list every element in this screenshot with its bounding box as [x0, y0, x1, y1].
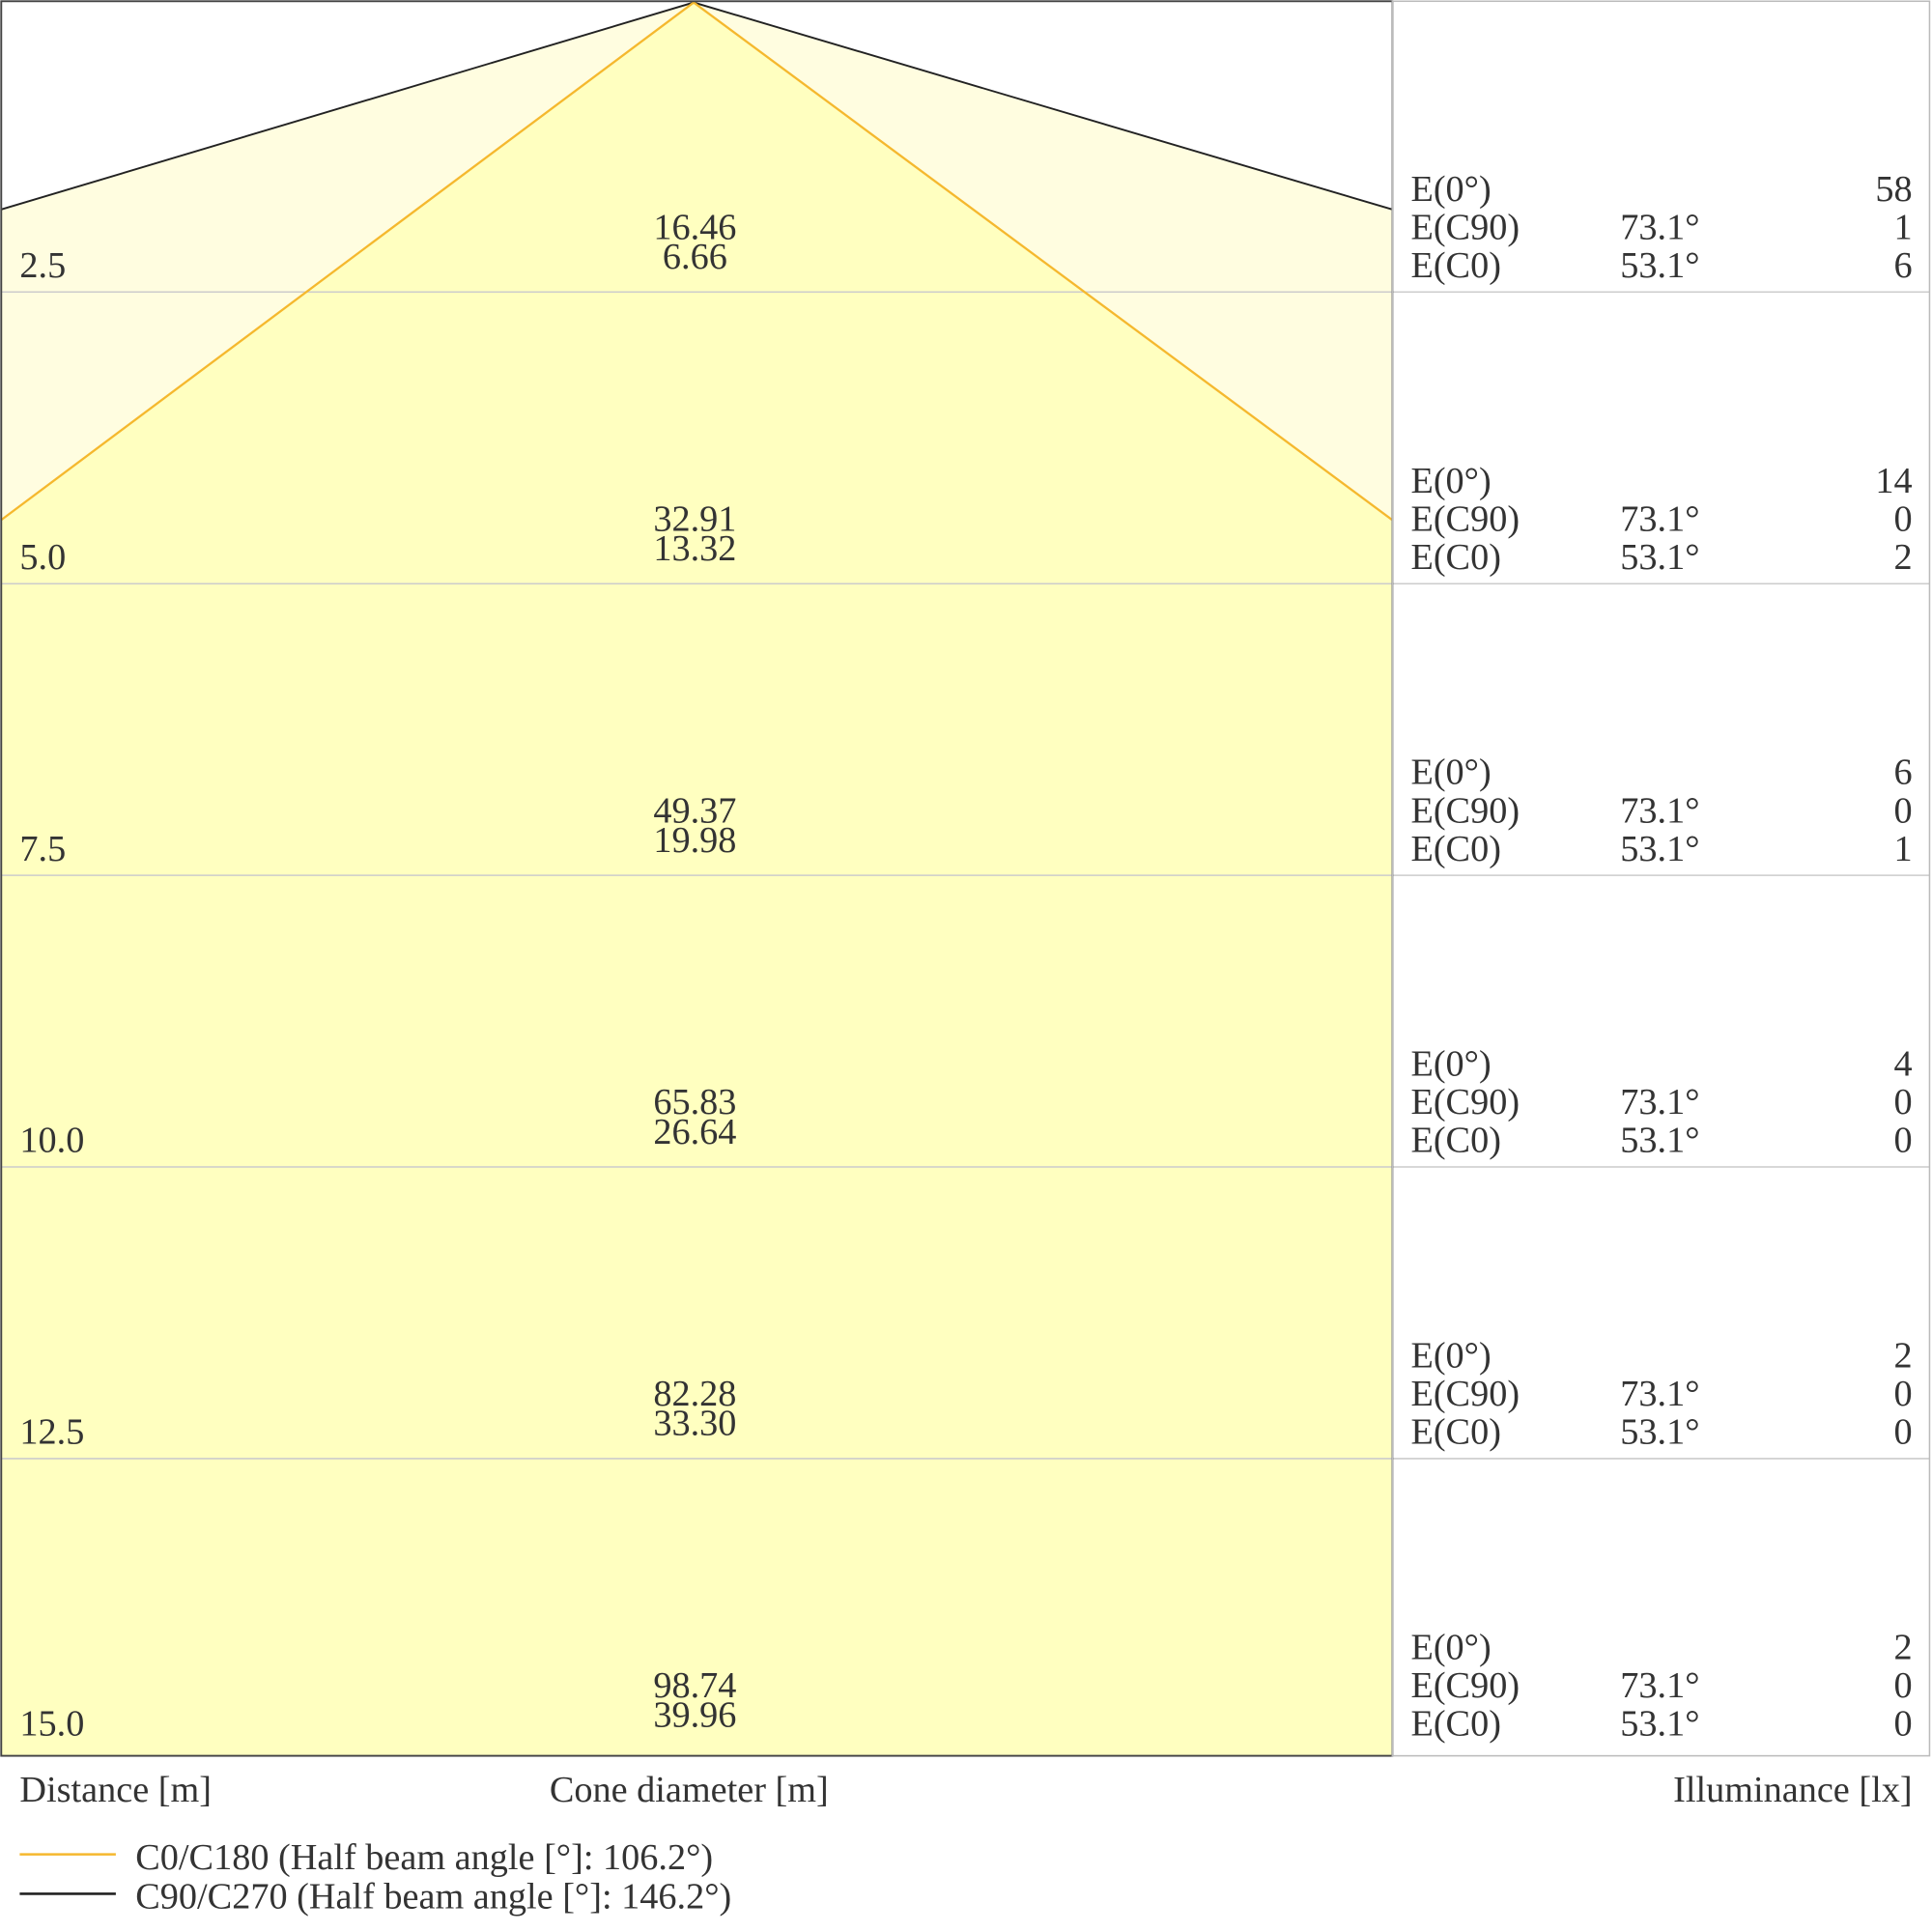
illuminance-e0: 2	[1893, 1627, 1912, 1667]
illuminance-c0: 6	[1893, 245, 1912, 286]
label-c0: E(C0)	[1410, 1412, 1500, 1453]
label-e0: E(0°)	[1410, 461, 1491, 501]
illuminance-c90: 0	[1893, 1665, 1912, 1706]
illuminance-c90: 1	[1893, 207, 1912, 247]
angle-c0: 53.1°	[1620, 1412, 1699, 1453]
rows: 2.516.466.66E(0°)E(C90)E(C0)73.1°53.1°58…	[19, 169, 1912, 1745]
illuminance-e0: 58	[1875, 169, 1912, 210]
cone-diameter-c0: 6.66	[663, 237, 727, 277]
angle-c90: 73.1°	[1620, 790, 1699, 831]
distance: 7.5	[19, 829, 66, 869]
label-c90: E(C90)	[1410, 207, 1520, 247]
label-c0: E(C0)	[1410, 1121, 1500, 1161]
cone-diameter-c0: 13.32	[653, 528, 736, 569]
cone-diameter-c0: 26.64	[653, 1112, 736, 1152]
cone-diameter-c90: 82.28	[653, 1374, 736, 1414]
illuminance-c0: 2	[1893, 537, 1912, 578]
distance: 12.5	[19, 1412, 84, 1453]
label-c0: E(C0)	[1410, 1704, 1500, 1745]
footer-cone: Cone diameter [m]	[550, 1770, 829, 1810]
illuminance-c0: 0	[1893, 1412, 1912, 1453]
label-e0: E(0°)	[1410, 1336, 1491, 1377]
illuminance-c0: 0	[1893, 1704, 1912, 1745]
cone-diameter-c0: 39.96	[653, 1695, 736, 1736]
label-c90: E(C90)	[1410, 1082, 1520, 1122]
footer-illuminance: Illuminance [lx]	[1673, 1770, 1912, 1810]
cone-diameter-c90: 98.74	[653, 1665, 736, 1706]
label-c90: E(C90)	[1410, 1374, 1520, 1414]
angle-c0: 53.1°	[1620, 537, 1699, 578]
angle-c0: 53.1°	[1620, 829, 1699, 869]
label-c0: E(C0)	[1410, 537, 1500, 578]
illuminance-e0: 2	[1893, 1336, 1912, 1377]
illuminance-c90: 0	[1893, 1374, 1912, 1414]
distance: 5.0	[19, 537, 66, 578]
angle-c90: 73.1°	[1620, 1082, 1699, 1122]
illuminance-c90: 0	[1893, 498, 1912, 539]
distance: 15.0	[19, 1704, 84, 1745]
illuminance-c90: 0	[1893, 790, 1912, 831]
cone-diameter-c90: 49.37	[653, 790, 736, 831]
illuminance-c0: 0	[1893, 1121, 1912, 1161]
label-e0: E(0°)	[1410, 1044, 1491, 1085]
illuminance-e0: 14	[1875, 461, 1912, 501]
footer-distance: Distance [m]	[19, 1770, 212, 1810]
illuminance-e0: 4	[1893, 1044, 1912, 1085]
c0-cone-outline	[0, 1, 1394, 522]
angle-c0: 53.1°	[1620, 1121, 1699, 1161]
label-e0: E(0°)	[1410, 169, 1491, 210]
distance: 2.5	[19, 245, 66, 286]
angle-c90: 73.1°	[1620, 498, 1699, 539]
angle-c90: 73.1°	[1620, 1374, 1699, 1414]
cone-diameter-c90: 65.83	[653, 1082, 736, 1122]
label-c0: E(C0)	[1410, 829, 1500, 869]
cone-diameter-c90: 32.91	[653, 498, 736, 539]
cone-diameter-c0: 33.30	[653, 1404, 736, 1444]
illuminance-c90: 0	[1893, 1082, 1912, 1122]
grid	[1, 291, 1930, 1460]
illuminance-e0: 6	[1893, 753, 1912, 793]
cone-diameter-c0: 19.98	[653, 820, 736, 861]
legend-c90: C90/C270 (Half beam angle [°]: 146.2°)	[135, 1877, 731, 1918]
label-c90: E(C90)	[1410, 790, 1520, 831]
label-c90: E(C90)	[1410, 498, 1520, 539]
legend-c0: C0/C180 (Half beam angle [°]: 106.2°)	[135, 1837, 713, 1878]
angle-c90: 73.1°	[1620, 1665, 1699, 1706]
label-c0: E(C0)	[1410, 245, 1500, 286]
illuminance-c0: 1	[1893, 829, 1912, 869]
angle-c90: 73.1°	[1620, 207, 1699, 247]
label-e0: E(0°)	[1410, 753, 1491, 793]
angle-c0: 53.1°	[1620, 245, 1699, 286]
cone-diameter-c90: 16.46	[653, 207, 736, 247]
angle-c0: 53.1°	[1620, 1704, 1699, 1745]
c0-cone-area	[1, 2, 1393, 1756]
illuminance-frame	[1391, 0, 1931, 1757]
distance: 10.0	[19, 1121, 84, 1161]
label-e0: E(0°)	[1410, 1627, 1491, 1667]
label-c90: E(C90)	[1410, 1665, 1520, 1706]
